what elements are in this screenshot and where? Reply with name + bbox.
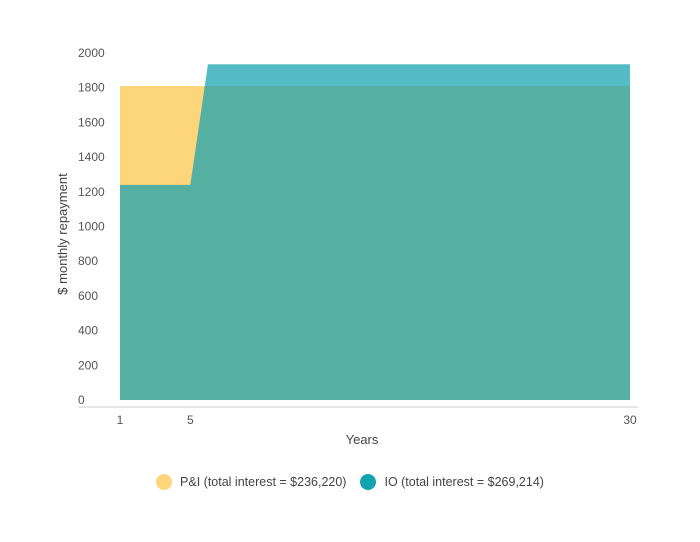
area-series-1 — [120, 64, 630, 400]
legend-label-pi: P&I (total interest = $236,220) — [180, 475, 347, 489]
x-tick-label: 5 — [187, 413, 194, 427]
y-tick-label: 400 — [78, 324, 98, 338]
x-axis-label: Years — [346, 432, 379, 447]
x-tick-label: 1 — [117, 413, 124, 427]
legend-label-io: IO (total interest = $269,214) — [384, 475, 544, 489]
y-axis-label: $ monthly repayment — [55, 173, 70, 295]
chart-areas — [120, 64, 630, 400]
y-tick-label: 1600 — [78, 115, 105, 129]
y-tick-label: 2000 — [78, 46, 105, 60]
legend-item-io: IO (total interest = $269,214) — [360, 474, 544, 490]
x-tick-label: 30 — [623, 413, 637, 427]
y-tick-label: 0 — [78, 393, 85, 407]
x-axis-ticks: 1 5 30 — [117, 413, 637, 427]
y-tick-label: 600 — [78, 289, 98, 303]
legend-swatch-pi — [156, 474, 173, 490]
y-axis-ticks: 0 200 400 600 800 1000 1200 1400 1600 1800 2000 — [78, 46, 105, 407]
chart-legend: P&I (total interest = $236,220) IO (tota… — [0, 474, 700, 490]
y-tick-label: 1400 — [78, 150, 105, 164]
y-tick-label: 200 — [78, 358, 98, 372]
legend-swatch-io — [360, 474, 377, 490]
y-tick-label: 1200 — [78, 185, 105, 199]
y-tick-label: 800 — [78, 254, 98, 268]
legend-item-pi: P&I (total interest = $236,220) — [156, 474, 346, 490]
y-tick-label: 1000 — [78, 220, 105, 234]
y-tick-label: 1800 — [78, 81, 105, 95]
